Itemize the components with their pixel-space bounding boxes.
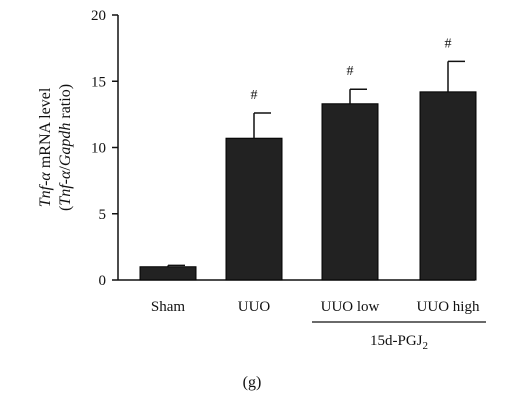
significance-mark: # <box>347 64 354 79</box>
y-axis-label-segment: ( <box>57 206 74 211</box>
y-axis-label-segment: ratio) <box>57 84 74 123</box>
bar-uuo-high <box>419 91 477 281</box>
category-labels: Sham UUO UUO low UUO high <box>151 299 480 315</box>
y-axis-label-segment: - <box>57 179 74 184</box>
group-label: 15d-PGJ2 <box>370 333 428 352</box>
y-tick-label: 5 <box>99 207 107 223</box>
bars <box>139 91 477 281</box>
bar-uuo-low <box>321 103 379 281</box>
significance-annotations: # # # <box>251 36 452 103</box>
y-axis-label-segment: Tnf <box>57 182 74 206</box>
y-axis-label-segment: Tnf <box>37 183 54 207</box>
y-axis-label-line1: Tnf-α mRNA level <box>37 87 54 207</box>
y-axis-label-segment: - <box>37 181 54 186</box>
y-axis-label-segment: Gapdh <box>57 123 74 167</box>
significance-mark: # <box>445 36 452 51</box>
y-axis-label-segment: α <box>57 170 74 179</box>
bar-sham <box>139 266 197 281</box>
y-tick-label: 20 <box>91 8 106 24</box>
x-tick-label: UUO <box>238 299 271 315</box>
y-tick-label: 15 <box>91 74 106 90</box>
x-tick-label: UUO low <box>321 299 380 315</box>
group-bracket: 15d-PGJ2 <box>312 321 486 352</box>
error-bars <box>167 60 465 267</box>
x-tick-label: UUO high <box>417 299 480 315</box>
y-ticks: 0 5 10 15 20 <box>91 8 118 289</box>
group-label-subscript: 2 <box>423 340 429 352</box>
bar-uuo <box>225 137 283 281</box>
y-axis-label-segment: / <box>57 166 74 171</box>
y-tick-label: 10 <box>91 141 106 157</box>
y-axis-label: Tnf-α mRNA level(Tnf-α/Gapdh ratio) <box>37 84 74 211</box>
y-axis-label-line2: (Tnf-α/Gapdh ratio) <box>57 84 74 211</box>
significance-mark: # <box>251 88 258 103</box>
y-tick-label: 0 <box>99 273 107 289</box>
y-axis-label-segment: α <box>37 172 54 181</box>
x-tick-label: Sham <box>151 299 186 315</box>
panel-label: (g) <box>243 374 262 391</box>
group-label-base: 15d-PGJ <box>370 333 423 349</box>
y-axis-label-segment: mRNA level <box>37 87 54 172</box>
